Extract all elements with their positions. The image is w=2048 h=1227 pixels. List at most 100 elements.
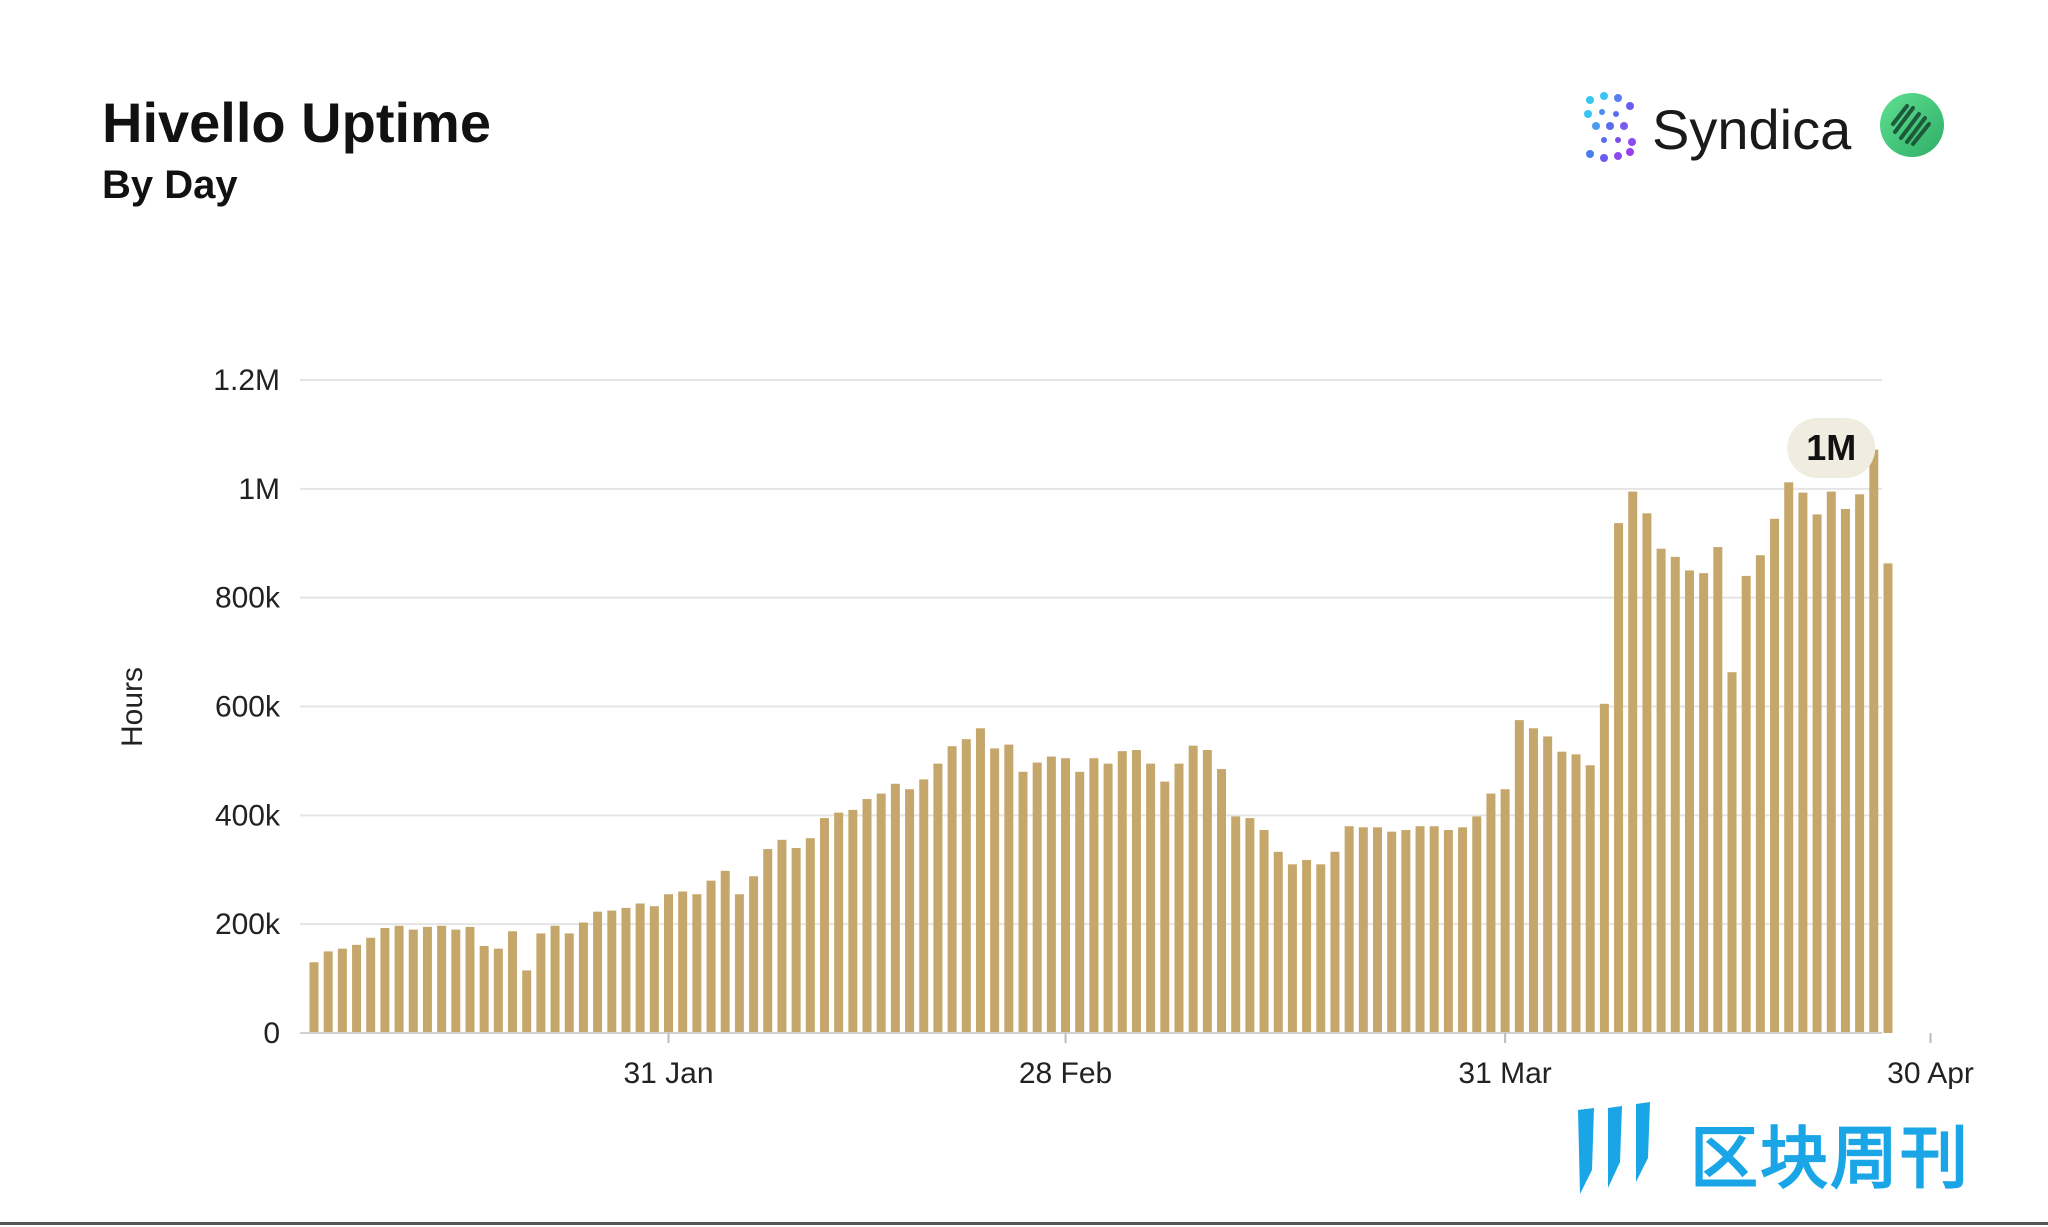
bar bbox=[394, 925, 404, 1033]
bar bbox=[1713, 547, 1723, 1033]
y-tick-label: 1.2M bbox=[213, 364, 280, 397]
bar bbox=[1046, 756, 1056, 1033]
bar bbox=[1188, 745, 1198, 1033]
y-tick-label: 1M bbox=[238, 473, 280, 506]
bar bbox=[536, 933, 546, 1033]
bar bbox=[1373, 827, 1382, 1033]
bar bbox=[1174, 763, 1184, 1033]
bar bbox=[678, 891, 688, 1033]
bar bbox=[1429, 826, 1439, 1033]
axes bbox=[300, 1032, 1932, 1043]
bar bbox=[1018, 771, 1028, 1033]
bar bbox=[1075, 771, 1085, 1033]
bar bbox=[1628, 491, 1638, 1033]
bar bbox=[692, 894, 702, 1033]
bar bbox=[1089, 758, 1099, 1033]
chart-subtitle: By Day bbox=[102, 163, 238, 207]
bar bbox=[1117, 751, 1127, 1033]
bar bbox=[1344, 826, 1354, 1033]
bar bbox=[819, 818, 829, 1033]
bar bbox=[890, 783, 900, 1033]
bar bbox=[1883, 563, 1893, 1033]
bar bbox=[380, 927, 390, 1033]
bar bbox=[1585, 765, 1595, 1033]
bar bbox=[1727, 672, 1737, 1033]
bar bbox=[1061, 758, 1071, 1033]
bars bbox=[309, 449, 1893, 1034]
bar bbox=[422, 926, 432, 1033]
bar bbox=[1032, 762, 1042, 1033]
bar bbox=[437, 925, 447, 1033]
bar bbox=[1755, 555, 1765, 1033]
bar bbox=[1103, 763, 1113, 1033]
bar bbox=[309, 962, 319, 1033]
bar bbox=[961, 739, 971, 1033]
bar bbox=[734, 894, 744, 1033]
bar bbox=[635, 903, 645, 1033]
syndica-label: Syndica bbox=[1652, 98, 1852, 161]
bar bbox=[1642, 513, 1652, 1033]
bar bbox=[933, 763, 943, 1033]
bar bbox=[990, 748, 1000, 1033]
bar bbox=[366, 937, 376, 1033]
bar bbox=[408, 929, 418, 1033]
bar bbox=[1302, 859, 1312, 1033]
bar bbox=[479, 945, 489, 1033]
syndica-brand[interactable]: Syndica bbox=[1582, 92, 1851, 167]
annotations: 1M bbox=[1787, 418, 1876, 478]
bar bbox=[848, 809, 858, 1033]
bar bbox=[1670, 556, 1680, 1033]
bar bbox=[905, 789, 915, 1033]
bar bbox=[1259, 830, 1269, 1033]
bar bbox=[1387, 831, 1397, 1033]
bar bbox=[1131, 750, 1141, 1033]
bar bbox=[352, 944, 362, 1033]
bar bbox=[706, 880, 716, 1033]
bar bbox=[791, 847, 801, 1033]
bar bbox=[649, 906, 659, 1033]
bar bbox=[876, 793, 886, 1033]
bottom-border bbox=[0, 1222, 2048, 1225]
bar bbox=[1699, 573, 1709, 1033]
bar bbox=[323, 951, 333, 1033]
bar bbox=[1571, 754, 1581, 1033]
tick-labels: 0 200k 400k 600k 800k 1M 1.2M 31 Jan 28 Feb 31 Ma… bbox=[116, 364, 1974, 1090]
bar bbox=[550, 925, 560, 1033]
watermark: 区块周刊 bbox=[1572, 1100, 1970, 1205]
bar bbox=[522, 970, 532, 1033]
bar bbox=[337, 948, 347, 1033]
bar bbox=[1472, 816, 1482, 1033]
bar bbox=[1770, 518, 1780, 1033]
bar bbox=[1004, 744, 1014, 1033]
bar bbox=[975, 728, 985, 1033]
bar bbox=[564, 933, 574, 1033]
bar bbox=[451, 929, 461, 1033]
bar bbox=[1840, 508, 1850, 1033]
chart-title: Hivello Uptime bbox=[102, 91, 491, 154]
hivello-logo-icon[interactable] bbox=[1879, 92, 1945, 163]
bar bbox=[1614, 523, 1624, 1033]
bar bbox=[1486, 793, 1496, 1033]
bar bbox=[1287, 864, 1297, 1033]
bar bbox=[1330, 851, 1340, 1033]
annotation-label: 1M bbox=[1806, 427, 1856, 468]
bar bbox=[1146, 763, 1156, 1033]
bar bbox=[465, 926, 475, 1033]
y-tick-label: 200k bbox=[215, 908, 281, 941]
bar bbox=[1415, 826, 1425, 1033]
bar bbox=[1684, 570, 1694, 1033]
bar bbox=[1784, 482, 1794, 1033]
bar bbox=[919, 779, 929, 1033]
bar bbox=[1231, 816, 1241, 1033]
bar bbox=[508, 931, 518, 1033]
bar bbox=[1812, 514, 1822, 1033]
bar bbox=[777, 839, 787, 1033]
x-tick-label: 31 Mar bbox=[1458, 1057, 1551, 1090]
x-tick-label: 31 Jan bbox=[623, 1057, 713, 1090]
x-tick-label: 30 Apr bbox=[1887, 1057, 1974, 1090]
bar bbox=[1458, 827, 1468, 1033]
y-tick-label: 0 bbox=[263, 1017, 280, 1050]
x-tick-label: 28 Feb bbox=[1019, 1057, 1112, 1090]
bar bbox=[1202, 750, 1212, 1033]
